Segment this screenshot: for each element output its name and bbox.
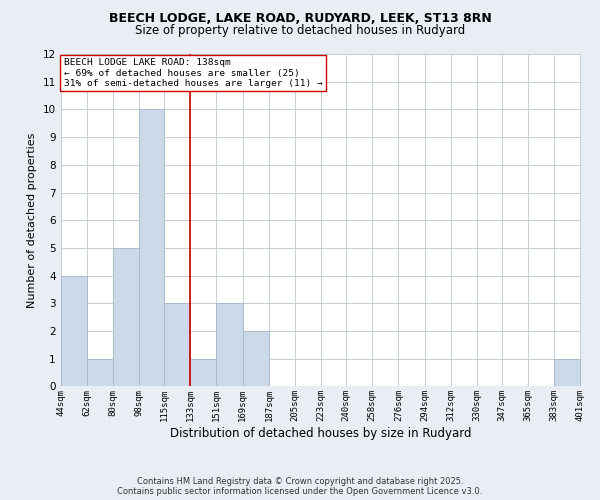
Bar: [554, 358, 580, 386]
Text: Contains public sector information licensed under the Open Government Licence v3: Contains public sector information licen…: [118, 487, 482, 496]
Bar: [113, 248, 139, 386]
Text: Contains HM Land Registry data © Crown copyright and database right 2025.: Contains HM Land Registry data © Crown c…: [137, 477, 463, 486]
X-axis label: Distribution of detached houses by size in Rudyard: Distribution of detached houses by size …: [170, 427, 472, 440]
Bar: [190, 358, 217, 386]
Bar: [139, 110, 164, 386]
Text: BEECH LODGE, LAKE ROAD, RUDYARD, LEEK, ST13 8RN: BEECH LODGE, LAKE ROAD, RUDYARD, LEEK, S…: [109, 12, 491, 26]
Bar: [87, 358, 113, 386]
Y-axis label: Number of detached properties: Number of detached properties: [27, 132, 37, 308]
Bar: [164, 304, 190, 386]
Bar: [61, 276, 87, 386]
Text: BEECH LODGE LAKE ROAD: 138sqm
← 69% of detached houses are smaller (25)
31% of s: BEECH LODGE LAKE ROAD: 138sqm ← 69% of d…: [64, 58, 322, 88]
Bar: [242, 331, 269, 386]
Text: Size of property relative to detached houses in Rudyard: Size of property relative to detached ho…: [135, 24, 465, 37]
Bar: [217, 304, 242, 386]
